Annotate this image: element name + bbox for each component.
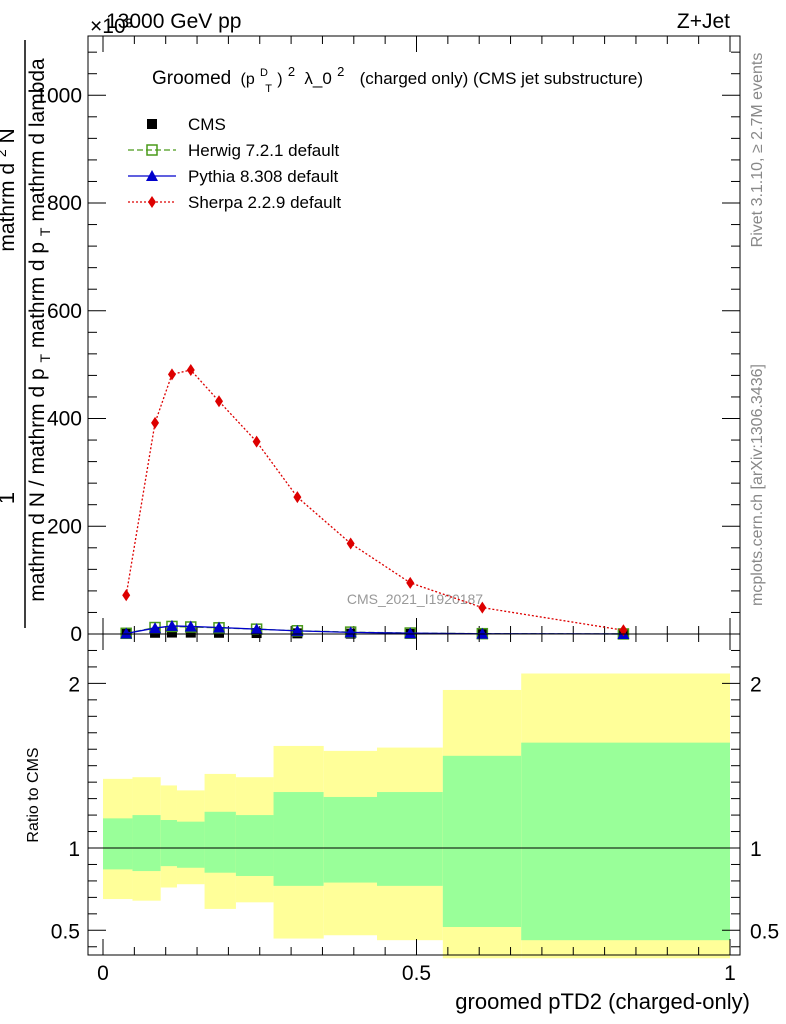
legend-marker: [148, 196, 156, 208]
data-point: [252, 435, 261, 448]
main-panel: Groomed (p D T ) 2 λ_0 2 (charged only) …: [35, 35, 741, 646]
ratio-panel: 0.5 0.5 1 1 2 2 0 0.5 1 Ratio to CMS groomed pTD…: [25, 633, 779, 1014]
data-point: [167, 368, 176, 381]
data-point: [346, 537, 355, 550]
title-main: Groomed: [152, 68, 231, 89]
data-point: [120, 627, 133, 639]
ratio-ytick-label: 0.5: [51, 920, 80, 943]
ratio-ytick-label-right: 0.5: [750, 920, 779, 943]
data-point: [478, 601, 487, 614]
main-ytick-label: 0: [70, 623, 82, 646]
ylabel-den-b: mathrm d p: [26, 242, 49, 348]
series-line: [125, 369, 624, 631]
data-point: [149, 622, 162, 634]
ratio-band-inner: [442, 755, 522, 928]
data-point: [404, 627, 417, 639]
data-point: [619, 624, 628, 637]
data-point: [250, 623, 263, 635]
ratio-band-inner: [235, 815, 274, 876]
main-axes: 0 200 400 600 800 1000: [35, 36, 740, 646]
header-right-label: Z+Jet: [677, 10, 730, 33]
legend-marker: [146, 170, 158, 181]
series-pythia: [120, 619, 630, 639]
ratio-ytick-label-right: 2: [750, 673, 762, 696]
ylabel-top-b: N: [0, 128, 19, 143]
title-close: ): [277, 71, 282, 88]
ratio-band-inner: [376, 792, 443, 886]
legend: CMS Herwig 7.2.1 default Pythia 8.308 defa…: [128, 115, 341, 212]
data-point: [184, 620, 197, 632]
legend-marker: [146, 144, 158, 156]
ylabel-top-sup: 2: [0, 149, 9, 157]
ratio-band-inner: [103, 818, 133, 870]
series-sherpa: [122, 364, 628, 637]
ratio-ytick-label-right: 1: [750, 838, 762, 861]
ratio-axes: 0.5 0.5 1 1 2 2 0 0.5 1: [51, 634, 779, 985]
main-frame: [87, 35, 741, 635]
legend-label: Herwig 7.2.1 default: [188, 141, 339, 160]
ratio-bands: [103, 673, 730, 959]
data-point: [291, 624, 304, 636]
ylabel-den-a: mathrm d N / mathrm d p: [26, 368, 49, 601]
main-ylabel: 1 mathrm d N / mathrm d p T mathrm d p T…: [0, 40, 55, 628]
title-tail: (charged only) (CMS jet substructure): [360, 69, 643, 88]
main-title: Groomed (p D T ) 2 λ_0 2 (charged only) …: [152, 60, 643, 97]
title-sup1: D: [260, 67, 268, 79]
ratio-ylabel: Ratio to CMS: [25, 747, 42, 842]
ratio-xlabel: groomed pTD2 (charged-only): [455, 989, 750, 1014]
title-sub1: T: [265, 83, 272, 95]
ratio-band-inner: [323, 796, 377, 883]
data-point: [166, 627, 177, 638]
title-sup2: 2: [288, 64, 295, 79]
legend-marker: [147, 119, 157, 129]
ratio-band-inner: [132, 815, 161, 872]
data-point: [214, 395, 223, 408]
ylabel-top-a: mathrm d: [0, 163, 19, 252]
ratio-xtick-label: 0: [97, 962, 109, 985]
main-ytick-label: 600: [47, 300, 82, 323]
header-exponent: ×10³: [90, 15, 133, 38]
data-point: [212, 621, 225, 633]
ratio-xtick-label: 1: [724, 962, 736, 985]
ylabel-numerator: 1: [0, 492, 19, 504]
data-point: [122, 589, 131, 602]
main-ytick-label: 400: [47, 408, 82, 431]
ylabel-top: mathrm d 2 N: [0, 128, 19, 251]
ratio-ytick-label: 1: [68, 838, 80, 861]
ratio-frame: [87, 633, 741, 956]
analysis-watermark: CMS_2021_I1920187: [347, 591, 483, 607]
side-label-mcplots: mcplots.cern.ch [arXiv:1306.3436]: [749, 364, 766, 606]
legend-label: CMS: [188, 115, 226, 134]
ylabel-den-c: mathrm d lambda: [26, 58, 49, 222]
ylabel-den-sub2: T: [37, 227, 53, 236]
legend-label: Sherpa 2.2.9 default: [188, 193, 341, 212]
ratio-band-inner: [176, 821, 205, 868]
title-p: (p: [240, 71, 254, 88]
header-left-label: 13000 GeV pp: [106, 10, 241, 33]
ratio-xtick-label: 0.5: [402, 962, 431, 985]
legend-label: Pythia 8.308 default: [188, 167, 339, 186]
data-point: [293, 491, 302, 504]
ratio-band-inner: [273, 792, 324, 886]
data-point: [186, 364, 195, 377]
main-ytick-label: 800: [47, 192, 82, 215]
ratio-band-inner: [521, 742, 730, 941]
ratio-band-inner: [160, 820, 177, 867]
data-point: [406, 576, 415, 589]
data-point: [165, 619, 178, 631]
ylabel-den-sub: T: [37, 354, 53, 363]
main-ytick-label: 200: [47, 515, 82, 538]
data-point: [151, 416, 160, 429]
side-label-rivet: Rivet 3.1.10, ≥ 2.7M events: [749, 53, 766, 248]
ylabel-denominator: mathrm d N / mathrm d p T mathrm d p T m…: [26, 58, 55, 602]
title-lambda: λ_0: [304, 69, 331, 88]
title-sup3: 2: [337, 64, 344, 79]
main-ytick-label: 1000: [35, 84, 82, 107]
series-line: [126, 625, 624, 635]
ratio-band-inner: [204, 811, 236, 873]
ratio-ytick-label: 2: [68, 673, 80, 696]
